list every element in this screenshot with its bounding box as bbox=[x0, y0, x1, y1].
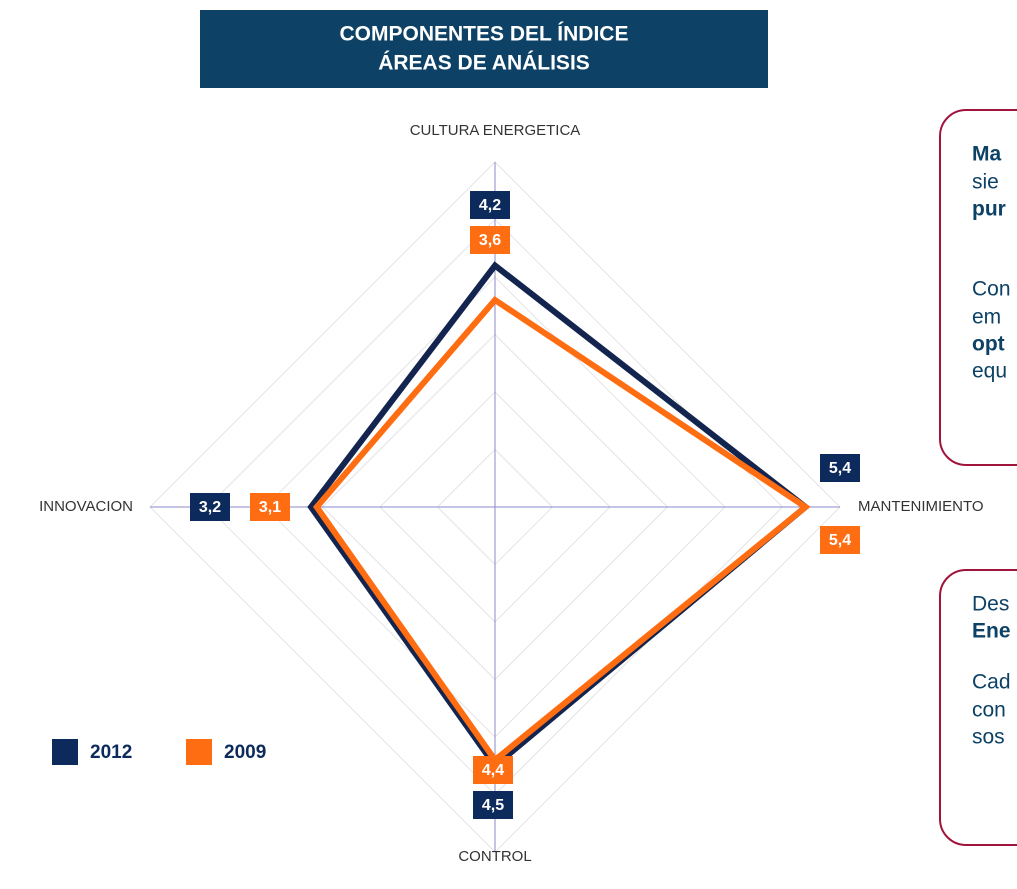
category-label: MANTENIMIENTO bbox=[858, 498, 984, 515]
value-label: 3,2 bbox=[199, 499, 221, 516]
callout-text: sie bbox=[972, 171, 999, 194]
callout-text: con bbox=[972, 699, 1006, 722]
callout-text: opt bbox=[972, 333, 1005, 356]
callout-text: sos bbox=[972, 726, 1005, 749]
callout-text: em bbox=[972, 306, 1001, 329]
callout-box bbox=[939, 569, 1017, 846]
callout-text: equ bbox=[972, 360, 1007, 383]
value-label-box bbox=[470, 191, 510, 219]
value-label-box bbox=[250, 493, 290, 521]
value-label: 5,4 bbox=[829, 460, 851, 477]
value-label-box bbox=[820, 454, 860, 482]
value-label-box bbox=[820, 526, 860, 554]
value-label-box bbox=[470, 226, 510, 254]
value-label-box bbox=[190, 493, 230, 521]
value-label: 4,2 bbox=[479, 197, 501, 214]
callout-text: Con bbox=[972, 278, 1011, 301]
value-label: 3,1 bbox=[259, 499, 281, 516]
legend-swatch bbox=[186, 739, 212, 765]
chart-title: COMPONENTES DEL ÍNDICE bbox=[340, 23, 629, 46]
callout-text: Ma bbox=[972, 143, 1001, 166]
category-label: CONTROL bbox=[458, 848, 531, 865]
value-label-box bbox=[473, 756, 513, 784]
callout-text: Cad bbox=[972, 671, 1011, 694]
value-label-box bbox=[473, 791, 513, 819]
title-box bbox=[200, 10, 768, 88]
series-line bbox=[312, 296, 811, 765]
value-label: 3,6 bbox=[479, 232, 501, 249]
category-label: INNOVACION bbox=[39, 498, 133, 515]
callout-text: pur bbox=[972, 198, 1006, 221]
value-label: 4,5 bbox=[482, 797, 504, 814]
value-label: 5,4 bbox=[829, 532, 851, 549]
chart-subtitle: ÁREAS DE ANÁLISIS bbox=[378, 52, 590, 75]
category-label: CULTURA ENERGETICA bbox=[410, 122, 581, 139]
callout-text: Ene bbox=[972, 620, 1011, 643]
callout-box bbox=[939, 109, 1017, 466]
callout-text: Des bbox=[972, 593, 1009, 616]
legend-swatch bbox=[52, 739, 78, 765]
legend-label: 2009 bbox=[224, 742, 266, 763]
legend-label: 2012 bbox=[90, 742, 132, 763]
value-label: 4,4 bbox=[482, 762, 504, 779]
